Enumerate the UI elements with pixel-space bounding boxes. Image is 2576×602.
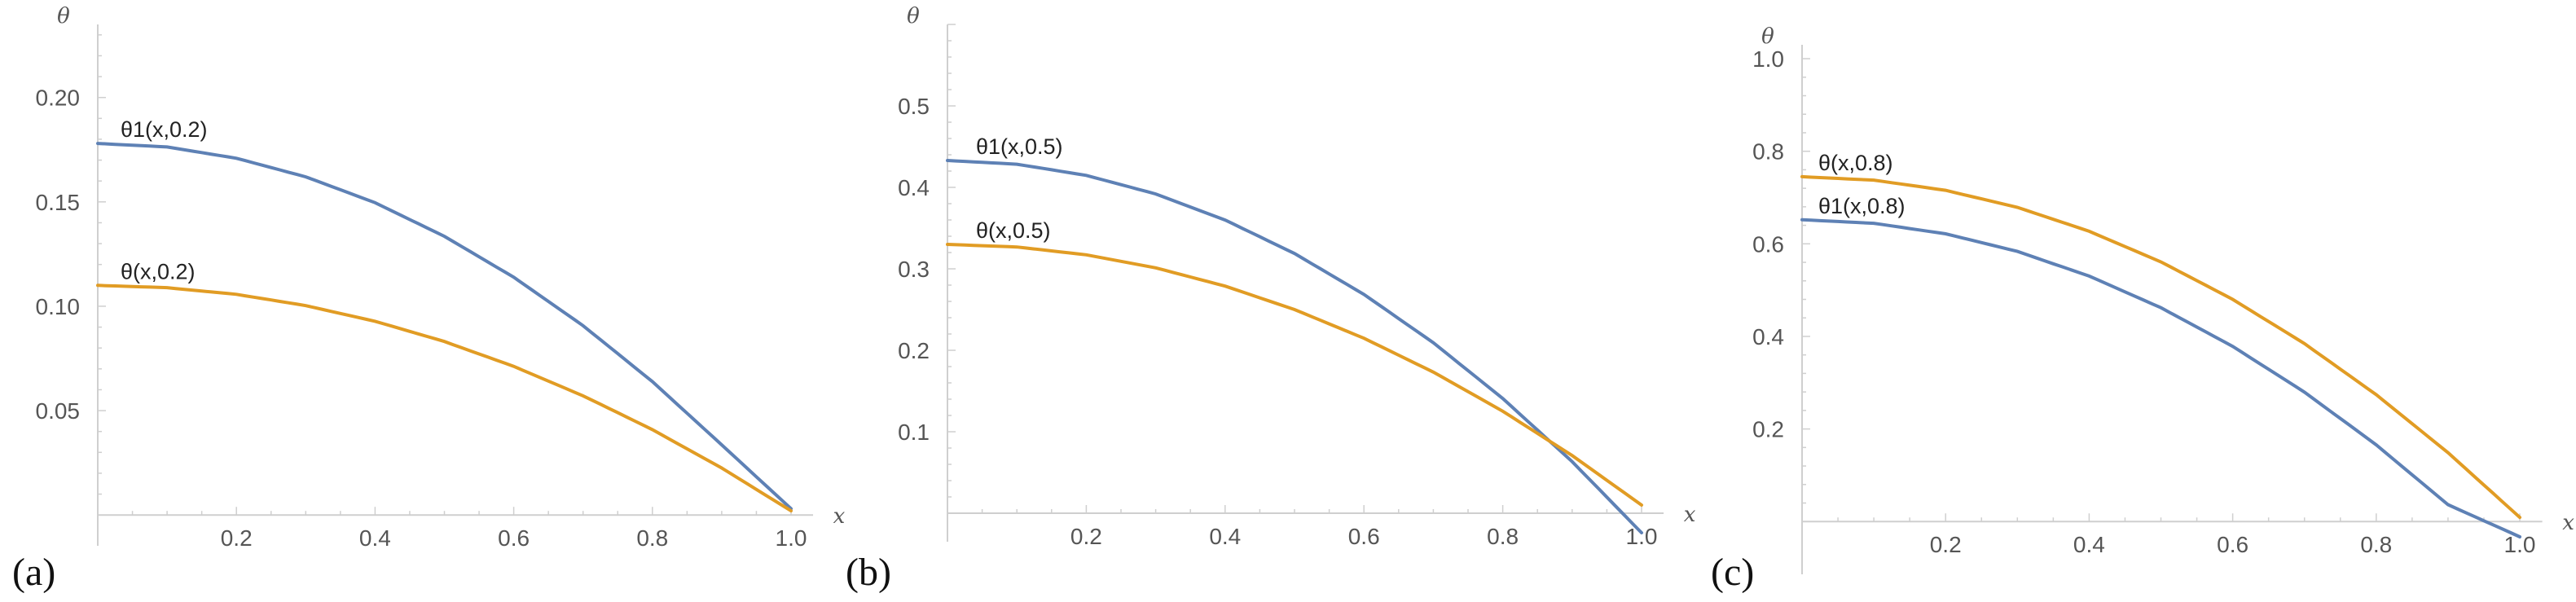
y-axis-label: θ (907, 4, 920, 29)
series-label-1: θ1(x,0.5) (976, 134, 1063, 159)
chart-panel-3: 0.2 0.4 0.6 0.8 1.00.20.40.60.81.0θxθ(x,0.8)… (1711, 24, 2574, 594)
series-line-1 (1800, 174, 2521, 520)
chart-panel-1: 0.2 0.4 0.6 0.8 1.0 0.05 0.10 0.15 0.20 θ x θ1(x,0.… (12, 4, 846, 594)
series-label-2: θ(x,0.2) (121, 259, 196, 283)
x-axis-label: x (833, 504, 846, 529)
x-axis-label: x (1684, 503, 1696, 527)
series-line-2 (1800, 218, 2521, 538)
series-line-1 (946, 159, 1643, 534)
panel-label: (a) (12, 551, 55, 594)
series-label-1: θ1(x,0.2) (121, 117, 208, 142)
y-tick-label: 0.3 (898, 257, 930, 282)
panel-label: (b) (846, 551, 891, 594)
x-axis-label: x (2562, 511, 2574, 535)
x-tick-label: 0.6 (2217, 532, 2249, 557)
x-tick-label: 0.8 (1487, 524, 1519, 549)
y-tick-label: 0.4 (898, 175, 930, 200)
x-tick-label: 1.0 (1626, 524, 1658, 549)
x-tick-label: 0.4 (2073, 532, 2105, 557)
y-tick-label: 0.1 (898, 420, 930, 445)
panel-label: (c) (1711, 551, 1754, 594)
x-tick-label: 0.4 (359, 525, 391, 551)
x-tick-label: 0.2 (1930, 532, 1962, 557)
series-label-1: θ(x,0.8) (1818, 151, 1893, 175)
y-tick-label: 0.8 (1752, 139, 1784, 165)
x-tick-label: 0.6 (498, 525, 530, 551)
y-tick-label: 0.10 (36, 294, 81, 319)
y-tick-label: 0.20 (36, 86, 81, 111)
y-tick-label: 0.2 (898, 338, 930, 363)
series-label-2: θ1(x,0.8) (1818, 194, 1906, 218)
x-tick-label: 0.4 (1209, 524, 1241, 549)
y-tick-label: 1.0 (1752, 46, 1784, 72)
series-line-2 (946, 243, 1643, 507)
y-tick-label: 0.5 (898, 94, 930, 119)
chart-panel-2: 0.2 0.4 0.6 0.8 1.0 0.1 0.2 0.3 0.4 0.5 θ x θ1(x,0.5… (846, 4, 1696, 594)
y-axis-label: θ (57, 4, 70, 29)
y-tick-label: 0.2 (1752, 417, 1784, 442)
x-tick-label: 0.8 (636, 525, 668, 551)
x-tick-label: 0.2 (1070, 524, 1102, 549)
x-tick-label: 0.2 (221, 525, 253, 551)
x-tick-label: 0.6 (1348, 524, 1380, 549)
y-tick-label: 0.05 (36, 398, 81, 424)
y-tick-label: 0.4 (1752, 324, 1784, 349)
x-tick-label: 1.0 (776, 525, 807, 551)
y-tick-label: 0.6 (1752, 231, 1784, 257)
series-label-2: θ(x,0.5) (976, 218, 1051, 243)
y-tick-label: 0.15 (36, 190, 81, 215)
series-line-1 (96, 142, 793, 511)
y-axis-label: θ (1761, 24, 1774, 49)
x-tick-label: 0.8 (2360, 532, 2392, 557)
series-line-2 (96, 283, 793, 513)
